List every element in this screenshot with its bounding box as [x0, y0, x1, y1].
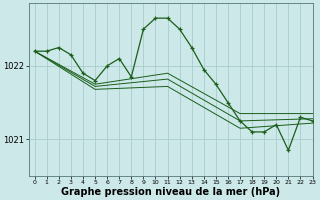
X-axis label: Graphe pression niveau de la mer (hPa): Graphe pression niveau de la mer (hPa): [61, 187, 280, 197]
